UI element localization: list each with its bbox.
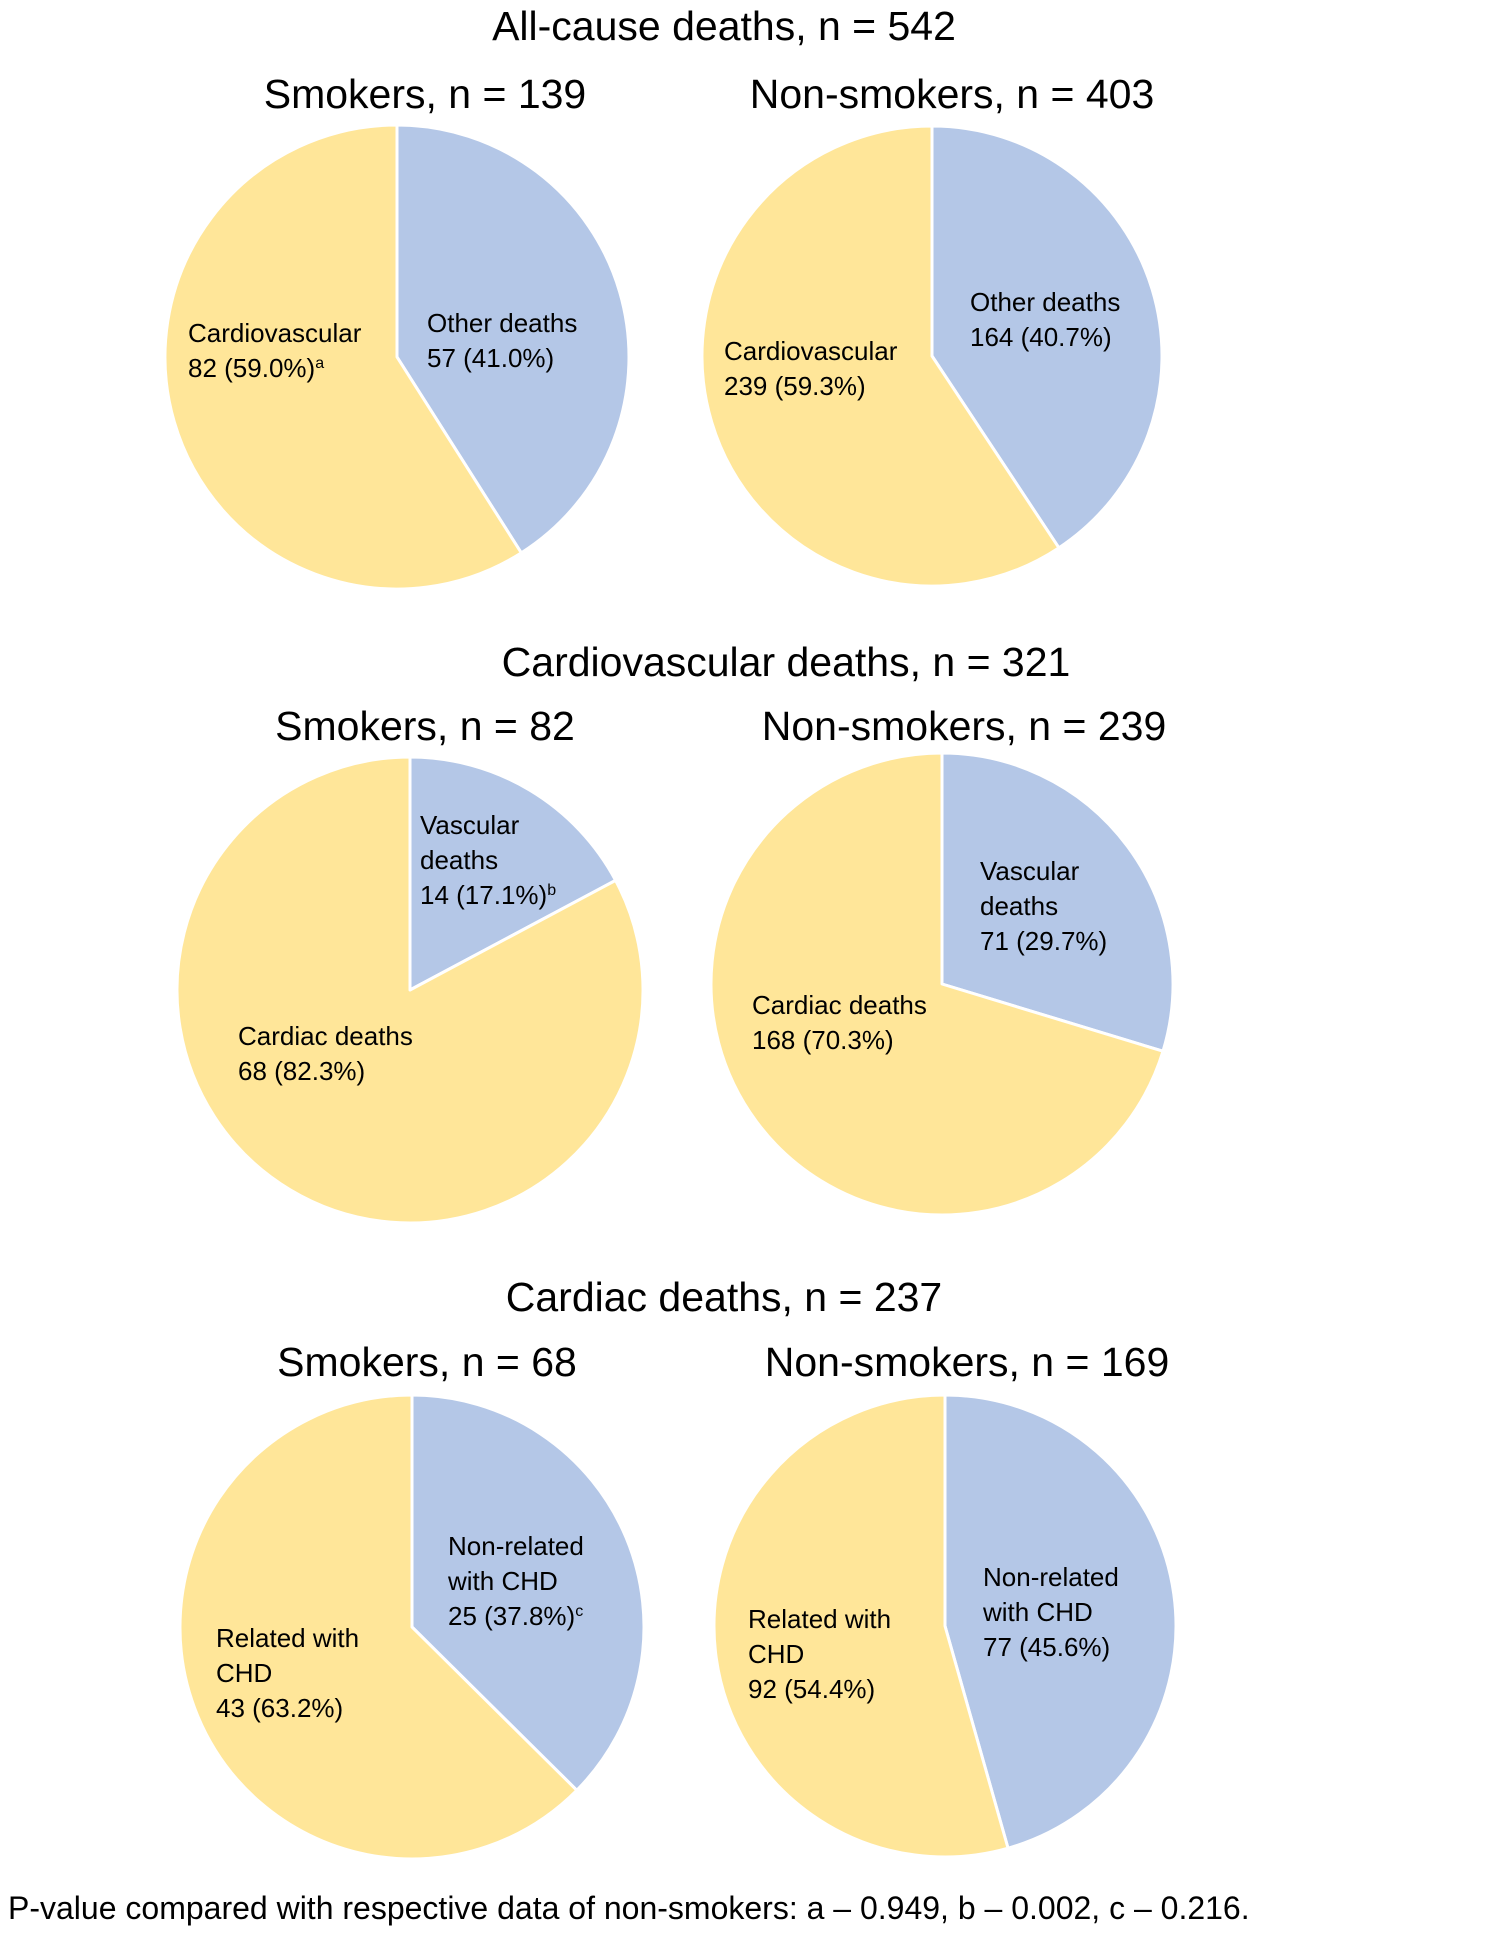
pie-slice-non-related-with-chd-non-smokers [943, 1393, 1178, 1850]
slice-label-cardiovascular-non-smokers: Cardiovascular 239 (59.3%) [724, 336, 898, 401]
pie-all-cause-smokers: Other deaths 57 (41.0%) Cardiovascular 82 (… [163, 123, 631, 591]
pie-slice-non-related-with-chd-smokers [410, 1393, 646, 1792]
section-title-cardiac: Cardiac deaths, n = 237 [506, 1274, 943, 1320]
pie-cardiac-non-smokers: Non-related with CHD 77 (45.6%) Related wit… [712, 1393, 1178, 1859]
slice-label-vascular-deaths-smokers: Vascular deaths 14 (17.1%)b [420, 810, 556, 910]
pie-cardiac-smokers: Non-related with CHD 25 (37.8%)c Related wi… [178, 1393, 646, 1861]
pie-slice-vascular-deaths-non-smokers [940, 751, 1175, 1053]
slice-label-cardiovascular-smokers: Cardiovascular 82 (59.0%)a [188, 318, 362, 383]
pie-cardiovascular-non-smokers: Vascular deaths 71 (29.7%) Cardiac deaths 16… [709, 751, 1175, 1217]
superscript-marker: b [547, 882, 556, 899]
pie-slice-vascular-deaths-smokers [408, 755, 618, 992]
pie-title-cardiac-smokers: Smokers, n = 68 [277, 1339, 577, 1385]
pie-slice-cardiovascular-smokers [163, 123, 523, 591]
slice-label-related-with-chd-non-smokers: Related with CHD 92 (54.4%) [748, 1604, 891, 1704]
pie-slice-cardiac-deaths-non-smokers [709, 751, 1165, 1217]
slice-label-cardiac-deaths-smokers: Cardiac deaths 68 (82.3%) [238, 1021, 413, 1086]
superscript-marker: c [575, 1603, 583, 1620]
slice-label-related-with-chd-smokers: Related with CHD 43 (63.2%) [216, 1623, 359, 1723]
slice-label-cardiac-deaths-non-smokers: Cardiac deaths 168 (70.3%) [752, 990, 927, 1055]
pie-title-all-cause-smokers: Smokers, n = 139 [264, 71, 586, 117]
pie-slice-related-with-chd-non-smokers [712, 1393, 1010, 1859]
superscript-marker: a [315, 355, 324, 372]
slice-label-non-related-with-chd-non-smokers: Non-related with CHD 77 (45.6%) [982, 1562, 1119, 1662]
footnote-p-values: P-value compared with respective data of… [8, 1890, 1250, 1926]
pie-all-cause-non-smokers: Other deaths 164 (40.7%) Cardiovascular 239… [700, 124, 1164, 588]
pie-slice-related-with-chd-smokers [178, 1393, 579, 1861]
slice-label-other-deaths-smokers: Other deaths 57 (41.0%) [427, 308, 577, 373]
pie-title-all-cause-non-smokers: Non-smokers, n = 403 [750, 71, 1155, 117]
slice-label-vascular-deaths-non-smokers: Vascular deaths 71 (29.7%) [980, 856, 1107, 956]
slice-label-other-deaths-non-smokers: Other deaths 164 (40.7%) [970, 287, 1120, 352]
pie-title-cardiac-non-smokers: Non-smokers, n = 169 [765, 1339, 1170, 1385]
pie-slice-cardiovascular-non-smokers [700, 124, 1061, 588]
section-title-all-cause: All-cause deaths, n = 542 [492, 3, 956, 49]
pie-cardiovascular-smokers: Vascular deaths 14 (17.1%)b Cardiac deaths 6… [175, 755, 645, 1225]
slice-label-non-related-with-chd-smokers: Non-related with CHD 25 (37.8%)c [447, 1531, 584, 1631]
pie-title-cardiovascular-non-smokers: Non-smokers, n = 239 [762, 703, 1167, 749]
pie-slice-cardiac-deaths-smokers [175, 755, 645, 1225]
pie-title-cardiovascular-smokers: Smokers, n = 82 [275, 703, 575, 749]
section-title-cardiovascular: Cardiovascular deaths, n = 321 [502, 639, 1071, 685]
